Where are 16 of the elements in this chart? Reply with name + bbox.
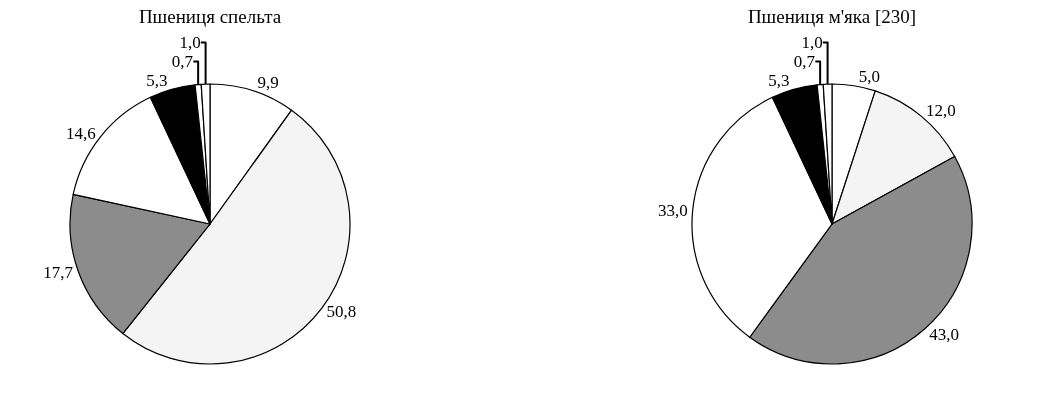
data-label: 17,7 xyxy=(43,262,74,282)
data-label: 0,7 xyxy=(793,51,816,71)
chart-title: Пшениця м'яка [230] xyxy=(747,6,917,28)
data-label: 14,6 xyxy=(65,123,96,143)
chart-title: Пшениця спельта xyxy=(138,6,282,28)
data-label: 1,0 xyxy=(179,32,201,52)
data-label: 5,3 xyxy=(146,70,168,90)
data-label: 0,7 xyxy=(171,51,194,71)
data-label: 1,0 xyxy=(801,32,823,52)
data-label: 12,0 xyxy=(925,100,956,120)
data-label: 5,3 xyxy=(768,70,790,90)
data-label: 5,0 xyxy=(858,66,880,86)
data-label: 33,0 xyxy=(658,201,688,221)
data-label: 9,9 xyxy=(257,72,279,92)
data-label: 50,8 xyxy=(326,302,357,322)
data-label: 43,0 xyxy=(929,324,960,344)
